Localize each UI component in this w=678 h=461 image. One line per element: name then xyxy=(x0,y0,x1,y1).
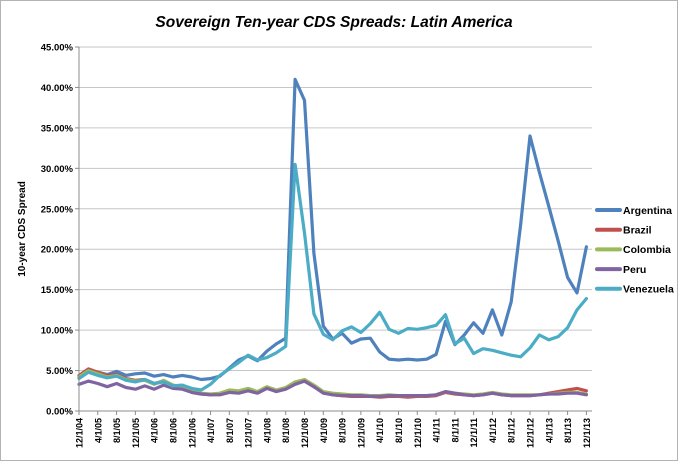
x-tick-label: 12/1/06 xyxy=(187,418,197,448)
y-axis-title: 10-year CDS Spread xyxy=(17,181,28,277)
legend-label-brazil: Brazil xyxy=(623,225,652,237)
legend-label-colombia: Colombia xyxy=(623,244,671,256)
series-lines xyxy=(77,77,589,399)
y-tick-label: 35.00% xyxy=(41,123,74,134)
x-tick-label: 12/1/11 xyxy=(469,418,479,448)
x-tick-label: 8/1/13 xyxy=(563,418,573,443)
x-tick-label: 4/1/07 xyxy=(206,418,216,443)
x-tick-label: 4/1/09 xyxy=(319,418,329,443)
x-tick-label: 4/1/05 xyxy=(93,418,103,443)
legend-item-peru: Peru xyxy=(595,264,646,276)
x-tick-label: 8/1/09 xyxy=(338,418,348,443)
x-tick-label: 8/1/06 xyxy=(168,418,178,443)
x-tick-label: 4/1/11 xyxy=(432,418,442,443)
x-tick-label: 8/1/07 xyxy=(225,418,235,443)
x-tick-label: 4/1/08 xyxy=(262,418,272,443)
axes xyxy=(75,46,592,415)
x-tick-label: 12/1/13 xyxy=(582,418,592,448)
x-tick-label: 12/1/12 xyxy=(526,418,536,448)
x-tick-label: 12/1/08 xyxy=(300,418,310,448)
legend-item-colombia: Colombia xyxy=(595,244,671,256)
y-tick-label: 5.00% xyxy=(46,366,73,377)
x-tick-label: 12/1/07 xyxy=(244,418,254,448)
y-tick-label: 25.00% xyxy=(41,204,74,215)
x-tick-label: 12/1/09 xyxy=(356,418,366,448)
legend-item-argentina: Argentina xyxy=(595,205,672,217)
x-tick-label: 12/1/10 xyxy=(413,418,423,448)
chart-title: Sovereign Ten-year CDS Spreads: Latin Am… xyxy=(155,14,513,31)
x-tick-label: 4/1/10 xyxy=(375,418,385,443)
x-tick-label: 8/1/10 xyxy=(394,418,404,443)
series-line-peru xyxy=(77,379,589,398)
series-line-venezuela xyxy=(77,162,589,392)
legend-label-argentina: Argentina xyxy=(623,205,672,217)
y-tick-label: 0.00% xyxy=(46,407,73,418)
gridlines xyxy=(79,46,592,372)
x-tick-label: 4/1/12 xyxy=(488,418,498,443)
x-tick-label: 8/1/05 xyxy=(112,418,122,443)
x-tick-label: 8/1/08 xyxy=(281,418,291,443)
y-tick-label: 45.00% xyxy=(41,43,74,54)
chart-legend: Argentina Brazil Colombia Peru Venezuela xyxy=(595,205,674,296)
y-tick-label: 10.00% xyxy=(41,326,74,337)
series-line-argentina xyxy=(77,77,589,382)
y-tick-label: 15.00% xyxy=(41,285,74,296)
x-tick-label: 8/1/11 xyxy=(450,418,460,443)
y-tick-label: 30.00% xyxy=(41,164,74,175)
x-tick-label: 12/1/05 xyxy=(131,418,141,448)
y-tick-label: 20.00% xyxy=(41,245,74,256)
x-tick-label: 4/1/13 xyxy=(544,418,554,443)
x-tick-label: 4/1/06 xyxy=(150,418,160,443)
legend-label-venezuela: Venezuela xyxy=(623,284,674,296)
legend-item-brazil: Brazil xyxy=(595,225,652,237)
y-tick-label: 40.00% xyxy=(41,83,74,94)
x-axis-labels: 12/1/04 4/1/05 8/1/05 12/1/05 4/1/06 8/1/06 12… xyxy=(75,418,592,448)
y-axis-labels: 0.00% 5.00% 10.00% 15.00% 20.00% 25.00% 30.00%… xyxy=(41,43,74,418)
x-tick-label: 12/1/04 xyxy=(75,418,85,448)
legend-label-peru: Peru xyxy=(623,264,646,276)
legend-item-venezuela: Venezuela xyxy=(595,284,674,296)
x-tick-label: 8/1/12 xyxy=(507,418,517,443)
